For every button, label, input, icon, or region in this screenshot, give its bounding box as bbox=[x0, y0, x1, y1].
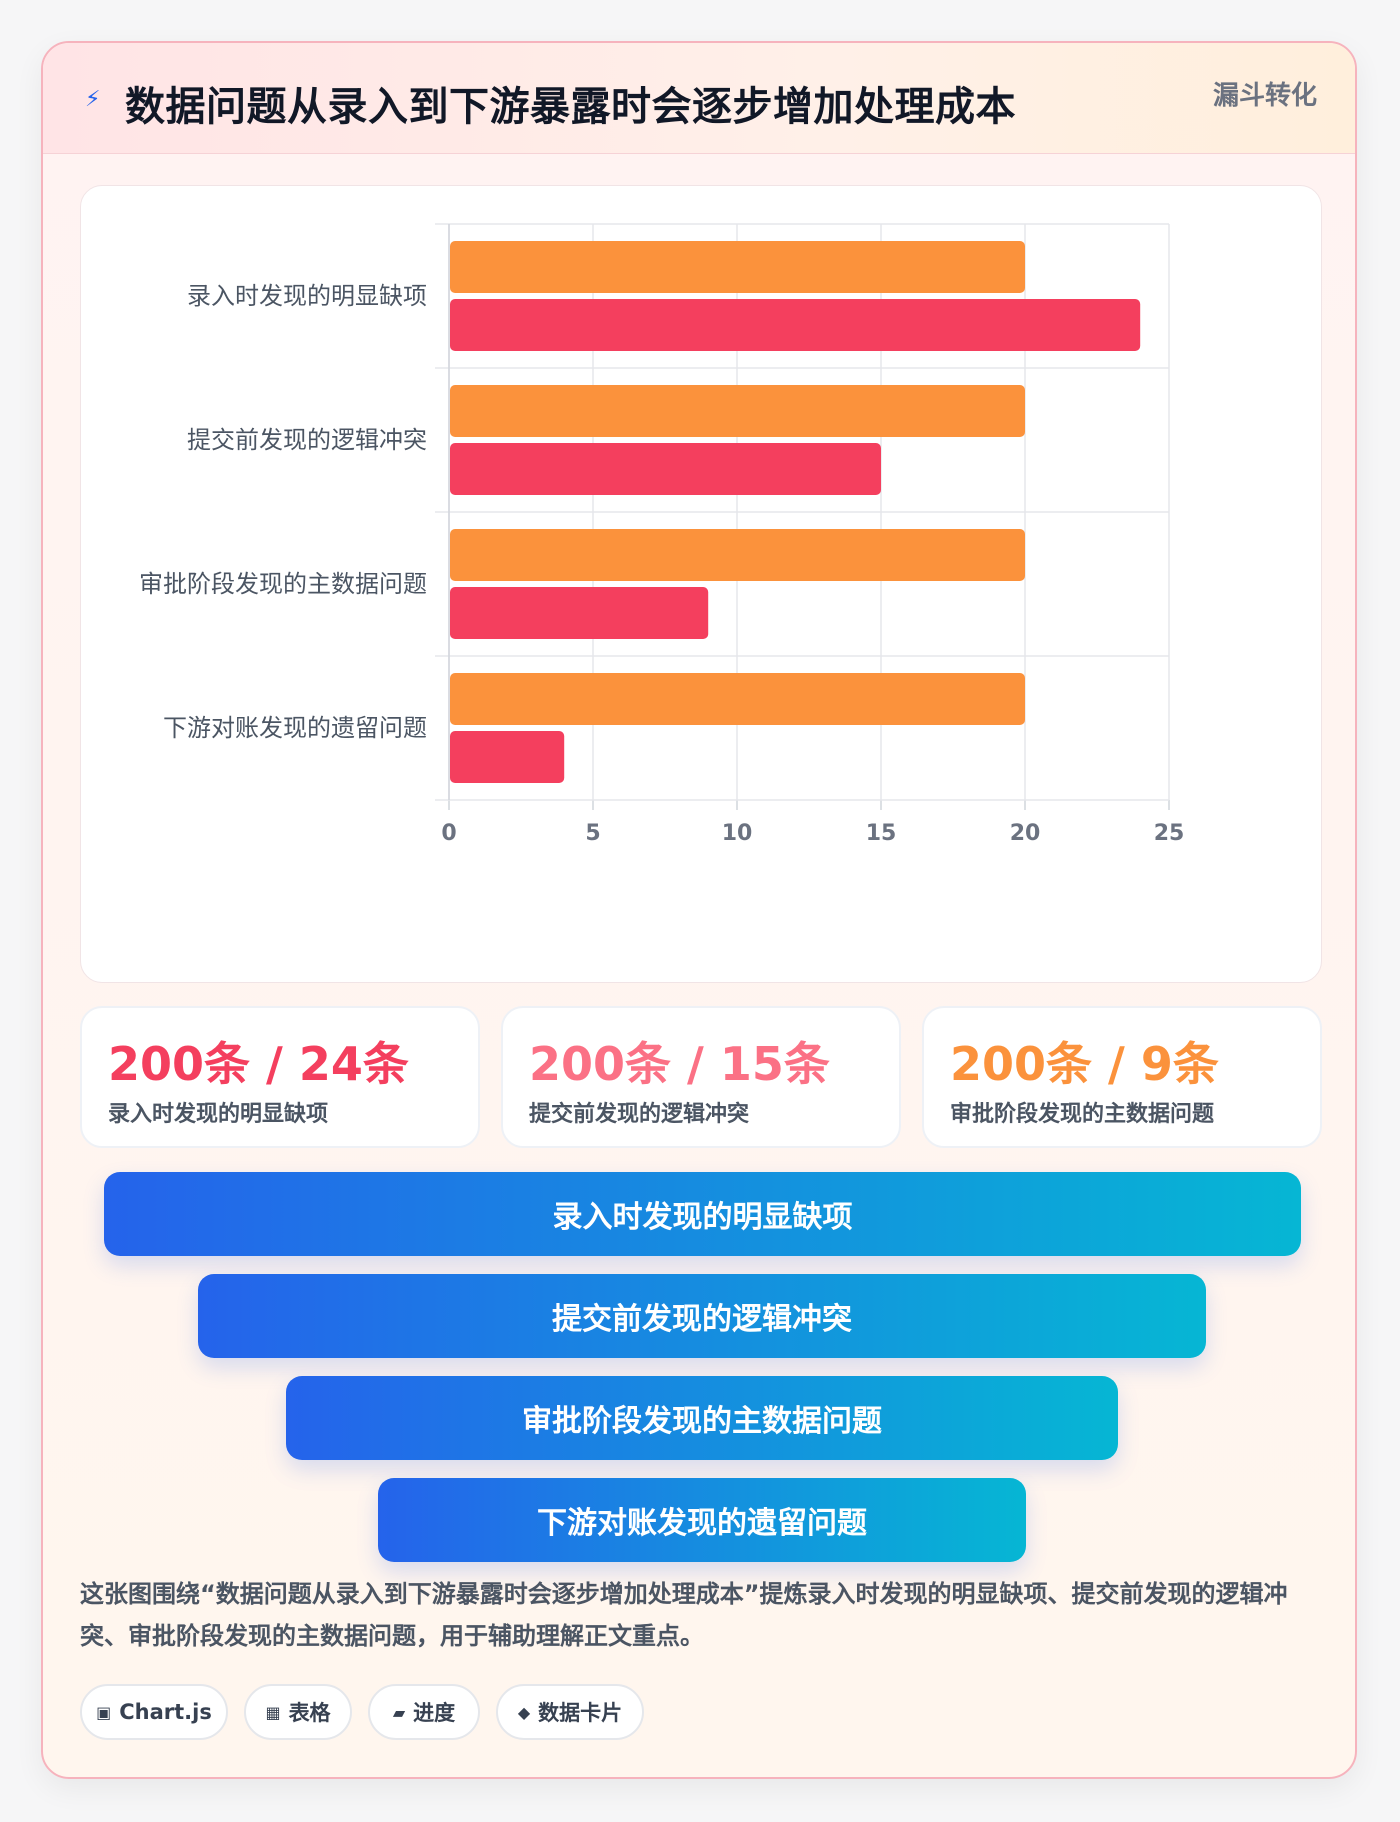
bar bbox=[450, 529, 1025, 581]
category-label: 下游对账发现的遗留问题 bbox=[163, 714, 427, 742]
pill-datacard[interactable]: ◆ 数据卡片 bbox=[496, 1684, 644, 1740]
funnel-stage: 录入时发现的明显缺项 bbox=[104, 1172, 1301, 1256]
category-label: 提交前发现的逻辑冲突 bbox=[187, 426, 427, 454]
header-tag: 漏斗转化 bbox=[1212, 81, 1317, 111]
bar bbox=[450, 299, 1141, 351]
stat-label: 审批阶段发现的主数据问题 bbox=[950, 1102, 1215, 1127]
stat-card: 200条 / 24条 录入时发现的明显缺项 bbox=[80, 1006, 480, 1148]
bar-chart: 0 5 10 15 20 25 录入时发现的明显缺项提交前发现的逻辑冲突审批阶段发现的主数据… bbox=[139, 223, 1185, 846]
report-card: ⚡ 数据问题从录入到下游暴露时会逐步增加处理成本 漏斗转化 0 5 10 15 20 25… bbox=[41, 41, 1357, 1779]
pill-label: 进度 bbox=[413, 1701, 456, 1725]
category-label: 录入时发现的明显缺项 bbox=[187, 282, 427, 310]
chip-icon: ▣ bbox=[96, 1702, 112, 1722]
progress-icon: ▰ bbox=[392, 1702, 406, 1722]
diamond-icon: ◆ bbox=[517, 1702, 531, 1722]
stat-cards: 200条 / 24条 录入时发现的明显缺项 200条 / 15条 提交前发现的逻… bbox=[80, 1006, 1322, 1148]
pill-label: 表格 bbox=[288, 1701, 331, 1725]
x-tick-label: 25 bbox=[1154, 821, 1185, 846]
x-tick-label: 10 bbox=[722, 821, 753, 846]
stat-card: 200条 / 9条 审批阶段发现的主数据问题 bbox=[922, 1006, 1322, 1148]
page-title: 数据问题从录入到下游暴露时会逐步增加处理成本 bbox=[125, 84, 1016, 130]
card-header: ⚡ 数据问题从录入到下游暴露时会逐步增加处理成本 漏斗转化 bbox=[43, 43, 1355, 154]
bar bbox=[450, 241, 1025, 293]
bar bbox=[450, 587, 709, 639]
pill-label: Chart.js bbox=[119, 1700, 212, 1724]
description: 这张图围绕“数据问题从录入到下游暴露时会逐步增加处理成本”提炼录入时发现的明显缺… bbox=[80, 1580, 1288, 1650]
funnel-stage: 提交前发现的逻辑冲突 bbox=[198, 1274, 1206, 1358]
funnel-stage: 下游对账发现的遗留问题 bbox=[378, 1478, 1026, 1562]
x-tick-label: 0 bbox=[441, 821, 456, 846]
bar bbox=[450, 385, 1025, 437]
x-tick-label: 20 bbox=[1010, 821, 1041, 846]
chart-panel: 0 5 10 15 20 25 录入时发现的明显缺项 提交前发现的逻辑冲突审批阶段发现的主数据… bbox=[80, 185, 1322, 983]
bar bbox=[450, 673, 1025, 725]
pill-label: 数据卡片 bbox=[538, 1701, 623, 1725]
stat-label: 提交前发现的逻辑冲突 bbox=[529, 1102, 750, 1127]
x-tick-label: 15 bbox=[866, 821, 897, 846]
stat-value: 200条 / 15条 bbox=[529, 1037, 830, 1091]
lightning-icon: ⚡ bbox=[85, 87, 101, 112]
table-icon: ▦ bbox=[265, 1702, 281, 1722]
bar bbox=[450, 443, 881, 495]
pill-chartjs[interactable]: ▣ Chart.js bbox=[80, 1684, 228, 1740]
stat-value: 200条 / 9条 bbox=[950, 1037, 1219, 1091]
funnel-stage: 审批阶段发现的主数据问题 bbox=[286, 1376, 1118, 1460]
stat-card: 200条 / 15条 提交前发现的逻辑冲突 bbox=[501, 1006, 901, 1148]
stat-label: 录入时发现的明显缺项 bbox=[108, 1102, 329, 1127]
x-tick-label: 5 bbox=[585, 821, 600, 846]
pill-progress[interactable]: ▰ 进度 bbox=[368, 1684, 480, 1740]
bar bbox=[450, 731, 565, 783]
stat-value: 200条 / 24条 bbox=[108, 1037, 409, 1091]
category-label: 审批阶段发现的主数据问题 bbox=[139, 570, 427, 598]
pill-table[interactable]: ▦ 表格 bbox=[244, 1684, 352, 1740]
